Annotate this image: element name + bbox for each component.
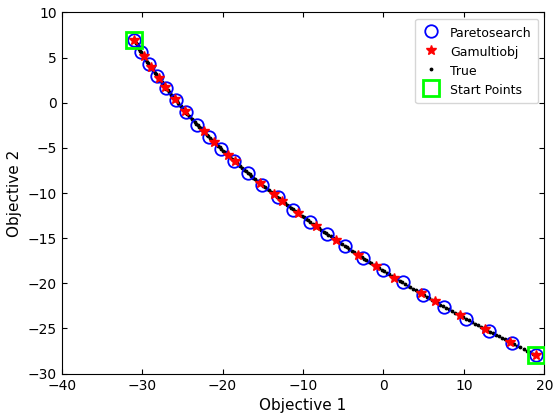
True [130,37,137,42]
Legend: Paretosearch, Gamultiobj, True, Start Points: Paretosearch, Gamultiobj, True, Start Po… [415,19,538,103]
Paretosearch [509,341,516,346]
Gamultiobj [312,223,319,228]
Gamultiobj [354,252,361,257]
Paretosearch [218,146,225,151]
Paretosearch [324,231,330,236]
Gamultiobj [373,264,380,269]
Paretosearch [130,37,137,42]
Paretosearch [360,256,367,261]
True [502,337,508,342]
Paretosearch [533,353,540,358]
Paretosearch [342,244,348,249]
True [193,121,199,126]
Gamultiobj [171,97,178,102]
Gamultiobj [141,54,147,59]
Gamultiobj [533,353,540,358]
Paretosearch [420,292,427,297]
Gamultiobj [181,109,188,114]
True [533,353,540,358]
Paretosearch [153,74,160,79]
Line: Paretosearch: Paretosearch [128,33,543,362]
X-axis label: Objective 1: Objective 1 [259,398,347,413]
Gamultiobj [507,340,514,345]
Gamultiobj [482,326,488,331]
Paretosearch [259,183,266,188]
Gamultiobj [155,76,162,81]
Gamultiobj [210,139,217,144]
Gamultiobj [256,181,263,186]
Paretosearch [486,328,492,333]
Gamultiobj [130,37,137,42]
Paretosearch [183,110,189,115]
Gamultiobj [147,65,154,70]
Gamultiobj [225,153,231,158]
Gamultiobj [332,237,339,242]
Paretosearch [231,158,237,163]
Paretosearch [206,134,212,139]
Paretosearch [172,98,179,103]
Paretosearch [463,316,470,321]
Paretosearch [290,207,297,212]
Paretosearch [194,122,200,127]
Gamultiobj [231,159,238,164]
Paretosearch [379,268,386,273]
Gamultiobj [417,291,424,296]
True [171,96,178,101]
Paretosearch [274,195,281,200]
Gamultiobj [279,199,286,204]
Paretosearch [138,49,144,54]
True [480,326,487,331]
Gamultiobj [432,299,438,304]
Line: Gamultiobj: Gamultiobj [129,35,541,360]
Gamultiobj [391,275,398,280]
Paretosearch [162,86,169,91]
True [142,56,148,61]
Paretosearch [441,304,448,309]
Gamultiobj [457,313,464,318]
Gamultiobj [200,129,207,134]
Paretosearch [145,61,152,66]
Paretosearch [245,171,251,176]
Gamultiobj [162,84,169,89]
Gamultiobj [295,211,302,216]
Paretosearch [399,280,406,285]
True [138,50,144,55]
Y-axis label: Objective 2: Objective 2 [7,150,22,236]
Paretosearch [306,219,313,224]
Gamultiobj [270,192,277,197]
Line: True: True [132,37,539,358]
